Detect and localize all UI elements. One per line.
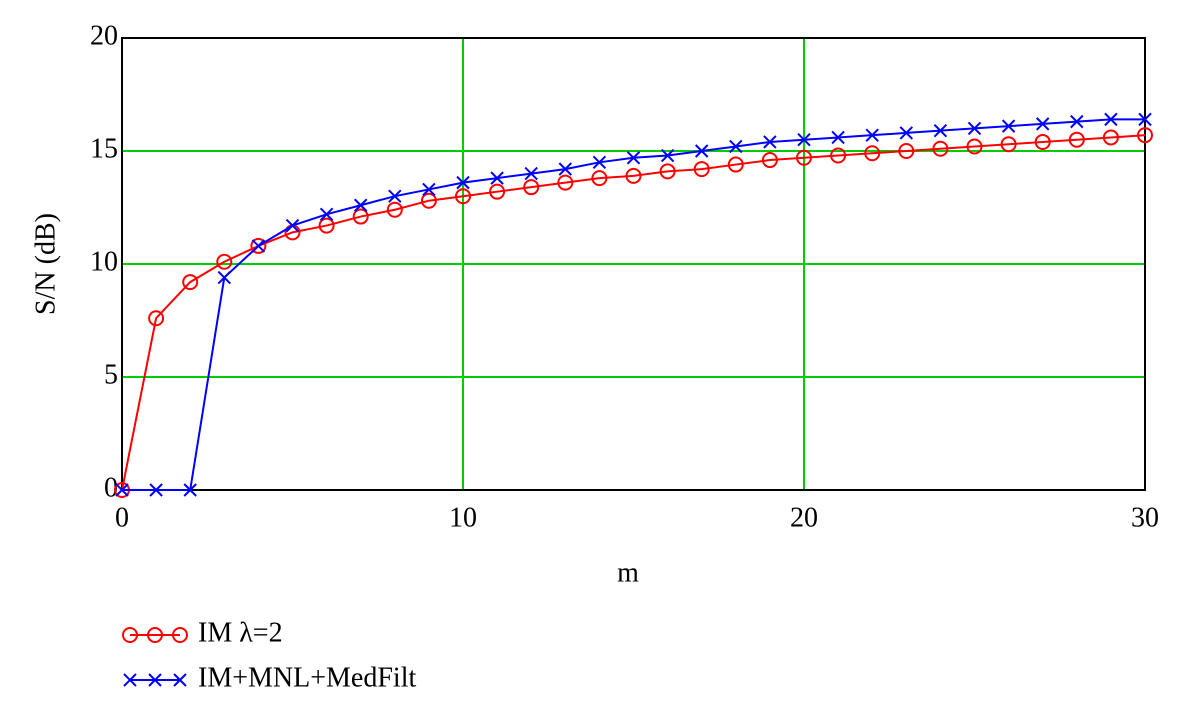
x-axis-label: m <box>617 557 639 588</box>
marker <box>865 128 879 142</box>
marker <box>285 218 300 233</box>
marker <box>217 270 232 285</box>
marker <box>352 208 369 225</box>
marker <box>422 182 436 197</box>
marker <box>490 171 504 185</box>
marker <box>524 166 538 181</box>
marker <box>456 175 470 190</box>
marker <box>898 143 915 159</box>
marker <box>625 167 642 184</box>
marker <box>558 162 573 176</box>
marker <box>1070 114 1084 129</box>
marker <box>353 198 368 212</box>
marker <box>1035 117 1050 131</box>
marker <box>899 126 914 140</box>
marker <box>386 201 403 218</box>
marker <box>115 483 129 497</box>
marker <box>318 217 335 234</box>
y-tick-label: 0 <box>104 472 118 503</box>
marker <box>660 148 675 163</box>
y-tick-label: 15 <box>90 133 118 164</box>
marker <box>319 207 334 221</box>
marker <box>420 192 437 209</box>
marker <box>1138 112 1152 127</box>
marker <box>148 310 165 327</box>
marker <box>659 163 676 180</box>
marker <box>455 188 471 205</box>
y-axis-label: S/N (dB) <box>30 213 61 315</box>
marker <box>216 253 233 270</box>
marker <box>183 483 197 497</box>
marker <box>932 140 949 157</box>
marker <box>761 152 778 169</box>
marker <box>1102 129 1119 146</box>
x-tick-label: 20 <box>790 502 818 533</box>
marker <box>694 144 709 158</box>
marker <box>149 483 163 497</box>
marker <box>251 239 266 253</box>
series-line <box>121 134 1146 491</box>
marker <box>523 179 540 196</box>
marker <box>1001 119 1016 133</box>
legend-marker <box>123 673 137 687</box>
y-tick-label: 20 <box>90 20 118 51</box>
marker <box>1000 136 1017 153</box>
marker <box>557 174 574 191</box>
marker <box>693 161 710 178</box>
marker <box>797 132 811 147</box>
marker <box>796 149 812 166</box>
x-tick-label: 30 <box>1131 502 1159 533</box>
legend-label: IM+MNL+MedFilt <box>198 662 416 693</box>
marker <box>830 147 847 164</box>
legend-marker <box>172 627 188 643</box>
y-tick-label: 10 <box>90 246 118 277</box>
marker <box>1068 131 1085 148</box>
marker <box>388 189 402 203</box>
marker <box>967 121 982 136</box>
marker <box>729 139 743 154</box>
marker <box>592 155 607 170</box>
y-tick-label: 5 <box>104 359 118 390</box>
legend-marker <box>147 627 163 643</box>
x-tick-label: 10 <box>449 502 477 533</box>
plot-border <box>121 37 1146 491</box>
marker <box>831 130 845 145</box>
marker <box>1137 127 1153 144</box>
marker <box>182 274 199 291</box>
marker <box>864 145 881 162</box>
legend-marker <box>173 673 187 687</box>
marker <box>591 170 608 187</box>
legend-marker <box>148 673 162 687</box>
marker <box>626 151 641 165</box>
legend-label: IM λ=2 <box>198 617 283 648</box>
marker <box>250 237 267 254</box>
marker <box>489 183 506 200</box>
marker <box>933 123 948 138</box>
marker <box>727 156 744 173</box>
marker <box>1034 133 1051 150</box>
legend-marker <box>122 627 138 643</box>
marker <box>763 135 777 149</box>
marker <box>966 138 983 155</box>
x-tick-label: 0 <box>115 502 129 533</box>
marker <box>1104 112 1118 127</box>
